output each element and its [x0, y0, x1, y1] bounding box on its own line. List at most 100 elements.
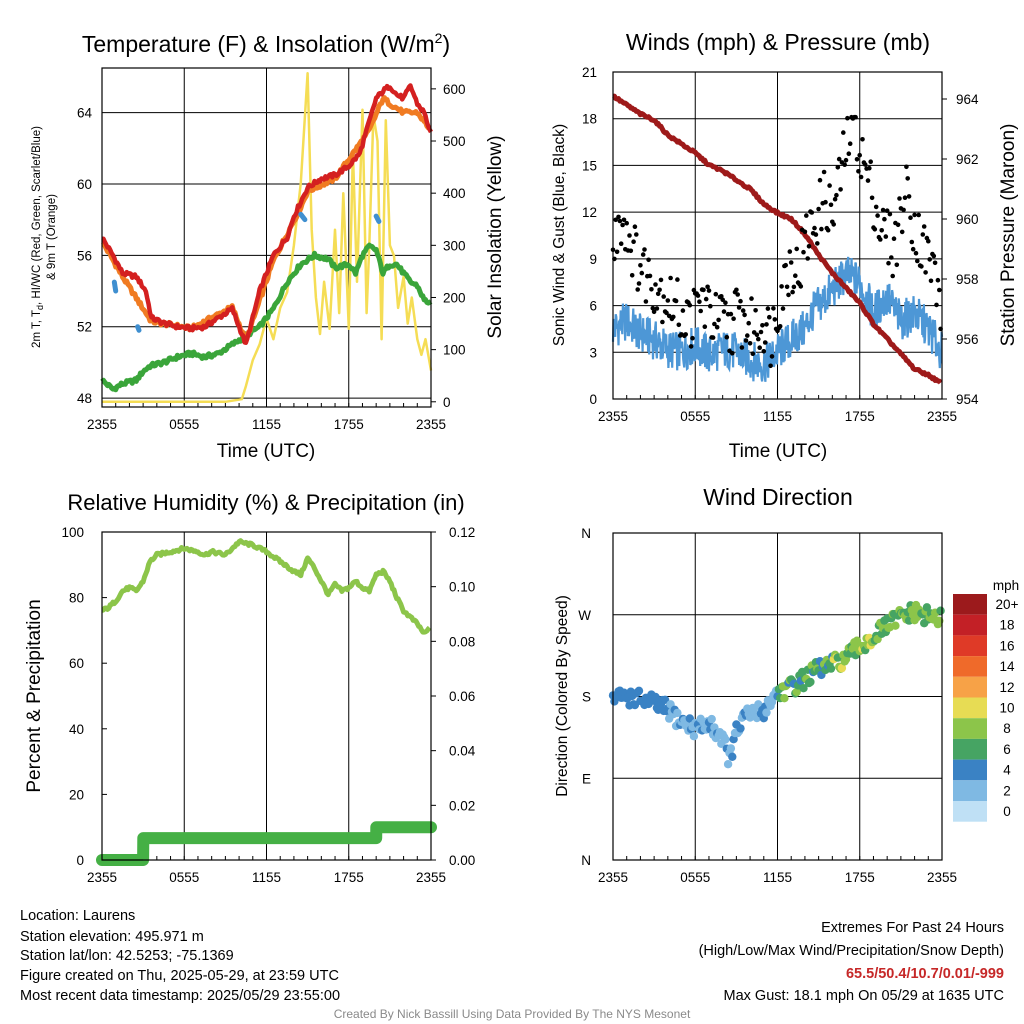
gust-point	[816, 206, 821, 212]
wind-y-tick-label: 3	[589, 345, 597, 360]
wdir-x-tick-label: 0555	[680, 870, 710, 885]
temp-x-tick-label: 1155	[252, 417, 281, 432]
gust-point	[695, 293, 701, 298]
colorbar-label: 8	[1003, 721, 1011, 736]
wdir-x-tick-label: 1755	[845, 870, 875, 885]
gust-point	[620, 222, 625, 228]
colorbar-label: 6	[1003, 742, 1011, 757]
direction-point	[826, 664, 836, 673]
temp-x-tick-label: 0555	[169, 417, 199, 432]
rh-y-tick-label: 20	[69, 787, 84, 802]
gust-point	[753, 308, 758, 313]
direction-point	[721, 735, 730, 744]
gust-point	[780, 306, 786, 311]
gust-point	[614, 249, 620, 255]
gust-point	[843, 157, 849, 163]
gust-point	[636, 281, 642, 286]
gust-point	[747, 341, 753, 346]
gust-point	[690, 335, 695, 341]
colorbar-label: 16	[999, 638, 1014, 653]
rh-y-axis-label: Percent & Precipitation	[24, 599, 45, 792]
gust-point	[937, 287, 942, 293]
gust-point	[858, 174, 864, 180]
gust-point	[895, 222, 901, 228]
direction-point	[723, 760, 733, 769]
pressure-y2-tick-label: 958	[956, 272, 979, 287]
wind-x-tick-label: 0555	[680, 409, 710, 424]
pressure-y2-tick-label: 964	[956, 92, 979, 107]
temp-y-tick-label: 48	[77, 391, 92, 406]
gust-point	[790, 289, 795, 295]
gust-point	[740, 308, 746, 313]
gust-point	[865, 178, 871, 183]
gust-point	[846, 151, 852, 156]
colorbar-label: 0	[1003, 804, 1011, 819]
gust-point	[802, 229, 808, 235]
sonic-wind-line	[611, 256, 944, 382]
gust-point	[805, 256, 810, 261]
gust-point	[627, 233, 632, 238]
station-latlon: Station lat/lon: 42.5253; -75.1369	[20, 948, 234, 964]
gust-point	[721, 309, 727, 314]
gust-point	[639, 270, 645, 276]
gust-point	[658, 277, 664, 283]
gust-point	[698, 308, 703, 314]
gust-point	[793, 273, 798, 279]
direction-point	[673, 708, 682, 718]
wind-y-tick-label: 15	[582, 158, 597, 173]
direction-point	[767, 697, 777, 707]
gust-point	[668, 275, 673, 281]
gust-point	[886, 260, 891, 266]
gust-point	[749, 296, 754, 301]
wind-frame	[612, 71, 943, 400]
gust-point	[923, 270, 928, 275]
gust-point	[650, 305, 656, 311]
gust-point	[897, 196, 902, 201]
wdir-y-tick-label: N	[581, 853, 591, 868]
precip-y2-tick-label: 0.12	[449, 525, 475, 540]
colorbar-swatch	[953, 656, 987, 677]
precip-y2-tick-label: 0.00	[449, 853, 475, 868]
gust-point	[932, 260, 938, 266]
gust-point	[801, 249, 806, 255]
gust-point	[640, 252, 646, 257]
gust-point	[821, 169, 827, 175]
wind-y-tick-label: 18	[582, 112, 597, 127]
rh-x-tick-label: 1755	[334, 870, 364, 885]
gust-point	[786, 292, 791, 298]
gust-point	[731, 316, 736, 322]
gust-point	[680, 308, 686, 313]
gust-point	[632, 224, 638, 229]
temp-x-tick-label: 1755	[334, 417, 364, 432]
wdir-y-tick-label: N	[581, 526, 591, 541]
gust-point	[853, 114, 858, 120]
station-elevation: Station elevation: 495.971 m	[20, 929, 204, 945]
gust-point	[764, 322, 769, 327]
colorbar-label: 2	[1003, 783, 1011, 798]
gust-point	[887, 211, 893, 217]
temp-y-tick-label: 60	[77, 177, 92, 192]
rh-frame	[101, 531, 432, 861]
gust-point	[916, 212, 921, 218]
gust-point	[734, 287, 739, 293]
gust-point	[868, 159, 873, 164]
gust-point	[613, 217, 618, 223]
gust-point	[702, 324, 708, 330]
gust-point	[629, 273, 635, 278]
gust-point	[873, 204, 879, 210]
colorbar-swatch	[953, 738, 987, 760]
wdir-title: Wind Direction	[703, 484, 853, 510]
solar-insolation-line	[102, 71, 433, 404]
gust-point	[788, 260, 794, 265]
wind-y-tick-label: 6	[589, 299, 597, 314]
precip-y2-tick-label: 0.02	[449, 798, 475, 813]
direction-point	[936, 606, 945, 615]
gust-point	[899, 229, 905, 235]
temp-x-tick-label: 2355	[416, 417, 446, 432]
gust-point	[730, 350, 735, 356]
gust-point	[831, 222, 836, 227]
solar-y2-tick-label: 200	[443, 290, 466, 305]
wind-y-tick-label: 21	[582, 65, 597, 80]
pressure-y2-axis-label: Station Pressure (Maroon)	[998, 124, 1019, 347]
gust-point	[935, 277, 941, 283]
